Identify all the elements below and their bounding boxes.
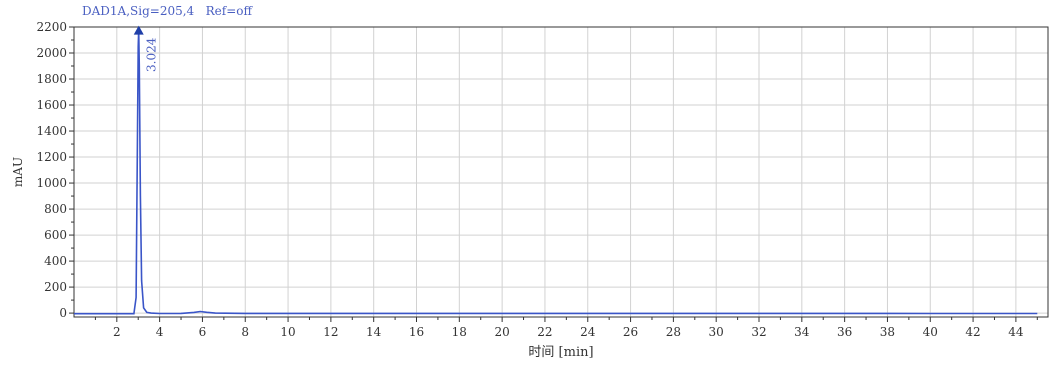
x-tick-label: 16 [409,325,424,339]
x-tick-label: 44 [1008,325,1024,339]
y-tick-label: 200 [44,280,67,294]
plot-frame [73,26,1049,318]
y-tick-label: 1000 [36,176,67,190]
x-tick-label: 6 [199,325,207,339]
x-tick-label: 30 [709,325,724,339]
x-tick-label: 10 [280,325,295,339]
y-tick-label: 1200 [36,150,67,164]
signal-title: DAD1A,Sig=205,4 Ref=off [82,4,252,18]
x-tick-label: 42 [965,325,980,339]
y-tick-label: 1600 [36,98,67,112]
x-tick-label: 28 [666,325,681,339]
x-tick-label: 26 [623,325,638,339]
x-tick-label: 2 [113,325,121,339]
y-tick-label: 800 [44,202,67,216]
x-tick-label: 8 [241,325,249,339]
peak-marker [133,25,144,35]
x-tick-label: 22 [537,325,552,339]
y-tick-label: 0 [59,306,67,320]
signal-trace [74,29,1038,315]
x-tick-label: 38 [880,325,895,339]
x-axis-label: 时间 [min] [528,345,593,360]
x-tick-label: 40 [923,325,938,339]
x-tick-label: 12 [323,325,338,339]
x-tick-label: 34 [794,325,810,339]
x-tick-label: 24 [580,325,596,339]
y-tick-label: 2000 [36,46,67,60]
peak-label: 3.024 [145,37,159,72]
x-tick-label: 20 [494,325,509,339]
x-tick-label: 32 [751,325,766,339]
x-tick-label: 4 [156,325,164,339]
y-tick-label: 600 [44,228,67,242]
y-tick-label: 400 [44,254,67,268]
y-tick-label: 1400 [36,124,67,138]
y-tick-label: 1800 [36,72,67,86]
x-tick-label: 36 [837,325,852,339]
x-tick-label: 14 [366,325,382,339]
x-tick-label: 18 [452,325,467,339]
y-tick-label: 2200 [36,20,67,34]
y-axis-label: mAU [11,157,25,187]
